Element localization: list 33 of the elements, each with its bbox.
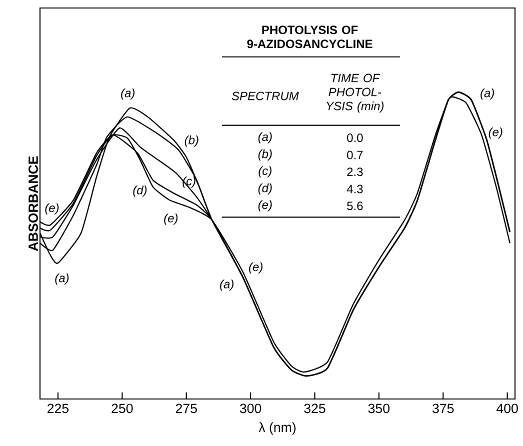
x-axis-title: λ (nm): [258, 422, 296, 435]
text: (a): [121, 88, 134, 100]
annotation: 2.3: [347, 168, 363, 176]
annotation: 4.3: [346, 184, 363, 194]
x-tick-label: 300: [240, 404, 262, 414]
annotation: 0.7: [347, 150, 363, 160]
x-tick-label: 275: [176, 404, 197, 414]
text: (e): [488, 127, 502, 139]
text: (e): [164, 214, 178, 225]
y-axis-title: ABSORBANCE: [28, 156, 38, 251]
annotation: (e): [258, 200, 272, 212]
x-tick-label: 350: [368, 404, 390, 414]
text: (a): [55, 273, 69, 285]
annotation: 5.6: [347, 202, 363, 210]
annotation: (b): [258, 149, 272, 161]
series-label: (e): [45, 203, 59, 215]
x-tick-label: 250: [112, 404, 133, 414]
x-tick-label: 400: [496, 404, 518, 414]
text: (a): [220, 280, 234, 291]
annotation: SPECTRUM: [232, 92, 299, 100]
annotation: (d): [258, 183, 272, 195]
series-label: (b): [184, 136, 198, 147]
annotation: 0.0: [347, 134, 363, 142]
chart-title: PHOTOLYSIS OF 9-AZIDOSANCYCLINE: [247, 26, 372, 48]
text: (e): [249, 262, 262, 274]
x-tick-label: 225: [48, 404, 69, 414]
annotation: (c): [258, 166, 272, 178]
series-label: (d): [133, 186, 147, 197]
series-label: (a): [480, 88, 494, 100]
annotation: (a): [258, 132, 272, 144]
annotation: TIME OF PHOTOL-YSIS (min): [326, 74, 384, 113]
x-tick-label: 375: [432, 404, 454, 414]
x-tick-label: 325: [304, 404, 326, 414]
